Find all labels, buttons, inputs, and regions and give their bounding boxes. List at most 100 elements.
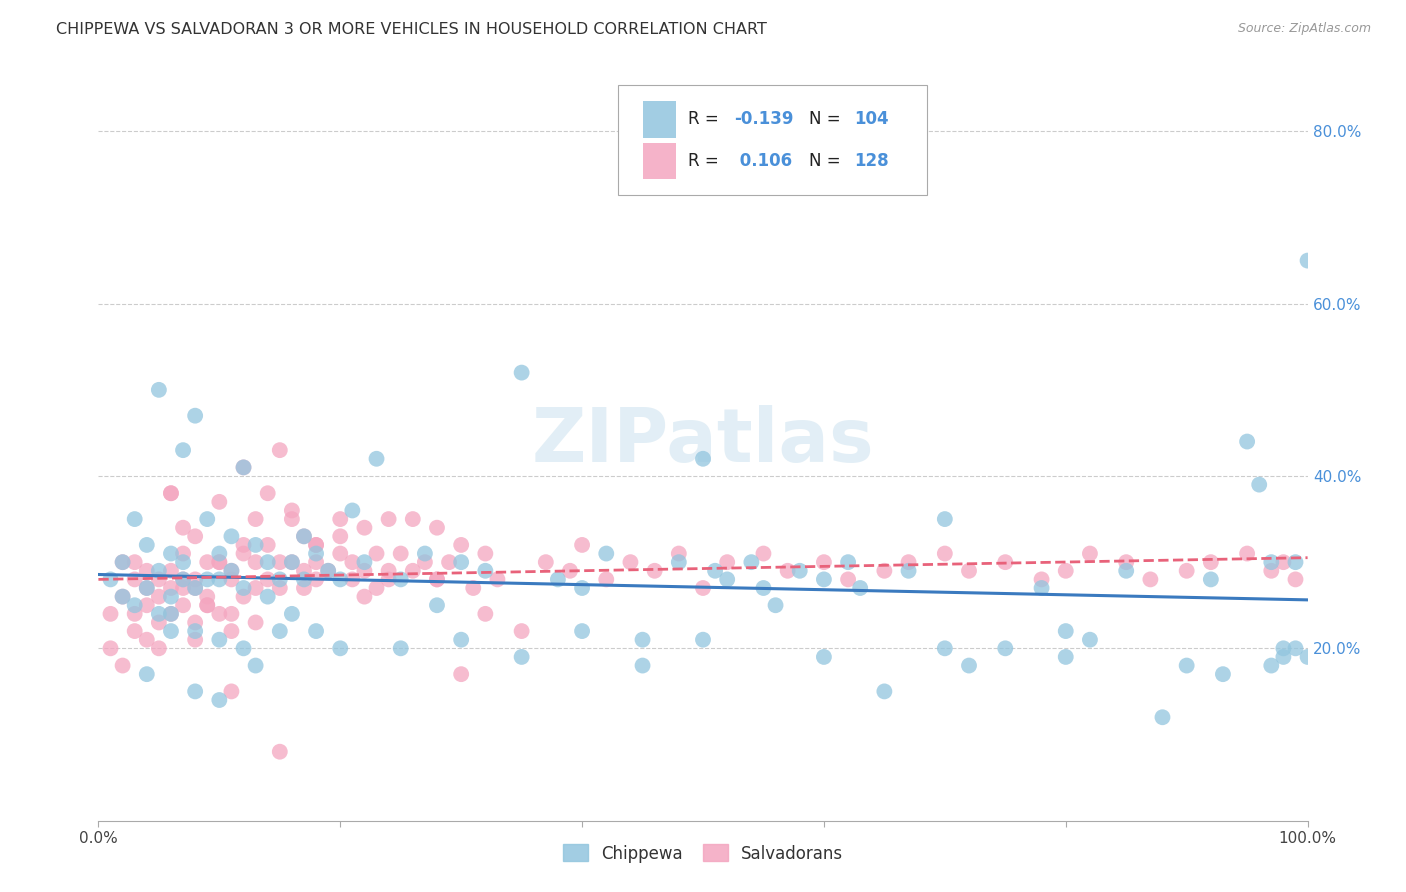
Point [413,547,436,561]
Point [135,599,157,613]
Point [111,590,134,604]
Point [256,555,278,569]
Point [221,564,243,578]
Point [160,607,183,621]
Point [644,564,666,578]
Point [256,538,278,552]
Point [486,573,509,587]
Point [124,607,146,621]
Point [1260,564,1282,578]
Point [450,632,472,647]
Point [873,684,896,698]
Point [160,486,183,500]
Point [474,564,496,578]
Text: CHIPPEWA VS SALVADORAN 3 OR MORE VEHICLES IN HOUSEHOLD CORRELATION CHART: CHIPPEWA VS SALVADORAN 3 OR MORE VEHICLE… [56,22,768,37]
Point [100,641,122,656]
Point [342,555,364,569]
Point [135,538,157,552]
Point [245,555,267,569]
Point [873,564,896,578]
Point [160,547,183,561]
Point [135,564,157,578]
Point [1260,658,1282,673]
Point [813,649,835,664]
Point [377,512,399,526]
Point [1054,649,1077,664]
Point [510,366,533,380]
Point [221,684,243,698]
Point [716,555,738,569]
Point [111,555,134,569]
Point [281,512,304,526]
Point [510,649,533,664]
Point [366,581,388,595]
Point [221,564,243,578]
Point [208,555,231,569]
Point [195,590,218,604]
Point [184,529,207,543]
Point [668,547,690,561]
Point [897,555,920,569]
Point [1284,573,1306,587]
Point [221,607,243,621]
Point [474,547,496,561]
Point [934,547,956,561]
Point [1296,649,1319,664]
Point [305,538,328,552]
Point [402,564,425,578]
Point [934,641,956,656]
Point [160,581,183,595]
Point [135,667,157,681]
Point [316,564,339,578]
Point [160,564,183,578]
Point [124,512,146,526]
Point [232,581,254,595]
Point [184,409,207,423]
Point [208,495,231,509]
Point [1115,555,1137,569]
Point [208,632,231,647]
Point [366,547,388,561]
Point [1249,477,1271,491]
Point [195,599,218,613]
Point [450,667,472,681]
Bar [643,143,676,179]
Point [437,555,460,569]
Point [342,573,364,587]
Point [305,547,328,561]
Point [256,573,278,587]
Point [208,555,231,569]
Point [353,555,375,569]
Point [100,607,122,621]
Point [160,590,183,604]
Point [232,547,254,561]
Point [366,451,388,466]
Point [184,581,207,595]
Point [281,555,304,569]
Point [668,555,690,569]
Point [571,581,593,595]
Point [1175,658,1198,673]
Point [463,581,485,595]
Point [232,641,254,656]
Point [135,581,157,595]
Point [377,573,399,587]
Point [160,486,183,500]
Point [474,607,496,621]
Point [813,555,835,569]
Point [329,512,352,526]
Point [232,460,254,475]
Point [184,684,207,698]
Point [124,573,146,587]
Point [595,573,617,587]
Point [232,460,254,475]
Point [124,624,146,639]
Point [631,632,654,647]
Point [389,641,412,656]
Point [245,658,267,673]
Point [1272,555,1295,569]
Point [269,573,291,587]
Point [148,564,170,578]
Point [450,555,472,569]
Point [426,521,449,535]
